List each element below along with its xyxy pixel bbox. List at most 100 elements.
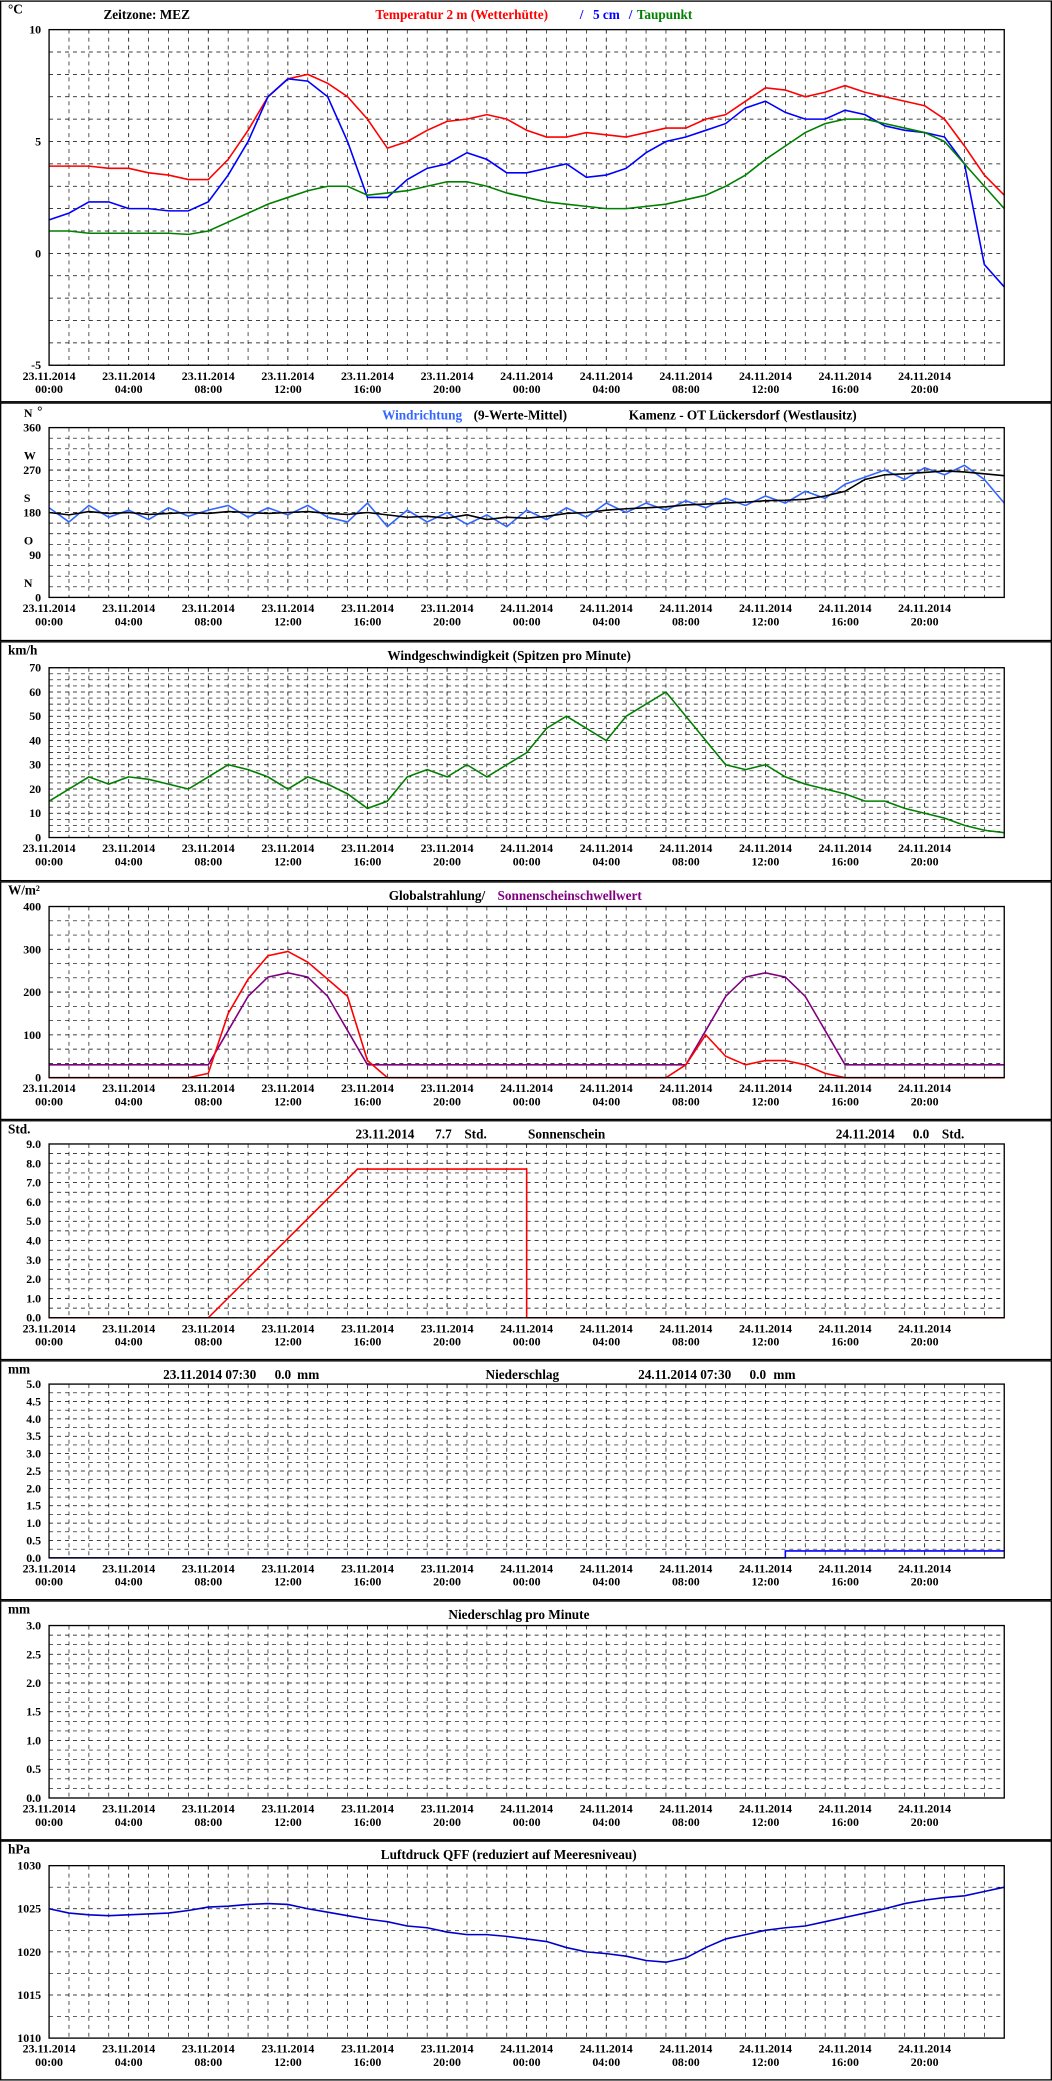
x-tick-label: 23.11.2014 12:00 [261, 601, 314, 628]
x-tick-label: 24.11.2014 04:00 [580, 1802, 633, 1829]
y-tick-label: 0 [35, 831, 41, 845]
y-tick-label: 10 [29, 806, 41, 820]
x-tick-label: 24.11.2014 08:00 [659, 1081, 712, 1108]
y-tick-label: 4.0 [26, 1234, 41, 1248]
title-part: Windrichtung [382, 408, 462, 423]
panel-border [0, 1600, 1052, 1841]
x-tick-label: 23.11.2014 12:00 [261, 2042, 314, 2069]
y-tick-label: 6.0 [26, 1195, 41, 1209]
x-tick-label: 23.11.2014 16:00 [341, 1561, 394, 1588]
x-tick-label: 23.11.2014 08:00 [182, 1561, 235, 1588]
y-tick-label: 2.5 [26, 1647, 41, 1661]
x-tick-label: 24.11.2014 04:00 [580, 1561, 633, 1588]
y-tick-label: 7.0 [26, 1176, 41, 1190]
x-tick-label: 24.11.2014 04:00 [580, 1321, 633, 1348]
y-tick-label: 3.0 [26, 1619, 41, 1633]
x-tick-label: 24.11.2014 12:00 [739, 601, 792, 628]
y-tick-label: 1020 [17, 1945, 41, 1959]
x-tick-label: 23.11.2014 12:00 [261, 369, 314, 396]
x-tick-label: 23.11.2014 16:00 [341, 369, 394, 396]
x-tick-label: 24.11.2014 12:00 [739, 1802, 792, 1829]
x-tick-label: 23.11.2014 04:00 [102, 601, 155, 628]
x-tick-label: 23.11.2014 08:00 [182, 2042, 235, 2069]
x-tick-label: 23.11.2014 16:00 [341, 1081, 394, 1108]
y-tick-label: 300 [23, 942, 41, 956]
y-tick-label: 200 [23, 985, 41, 999]
y-tick-label: 2.0 [26, 1676, 41, 1690]
panel-border [0, 1120, 1052, 1361]
y-unit: mm [8, 1602, 30, 1617]
y-tick-label: 9.0 [26, 1137, 41, 1151]
x-tick-label: 23.11.2014 04:00 [102, 2042, 155, 2069]
y-tick-label: 70 [29, 661, 41, 675]
x-tick-label: 24.11.2014 00:00 [500, 2042, 553, 2069]
y-tick-label: 270 [23, 463, 41, 477]
x-tick-label: 24.11.2014 00:00 [500, 601, 553, 628]
data-line [49, 972, 1005, 1066]
x-tick-label: 24.11.2014 00:00 [500, 1561, 553, 1588]
y-unit: ° [37, 404, 42, 419]
x-tick-label: 24.11.2014 16:00 [819, 601, 872, 628]
compass-label: N [24, 576, 33, 590]
x-tick-label: 23.11.2014 04:00 [102, 1802, 155, 1829]
compass-label: S [24, 491, 31, 505]
y-tick-label: 40 [29, 733, 41, 747]
x-tick-label: 24.11.2014 16:00 [819, 841, 872, 868]
x-tick-label: 24.11.2014 16:00 [819, 1081, 872, 1108]
title-part: / [628, 7, 633, 22]
title-part: 0.0 [913, 1127, 930, 1142]
x-tick-label: 24.11.2014 16:00 [819, 369, 872, 396]
y-tick-label: 3.0 [26, 1447, 41, 1461]
x-tick-label: 24.11.2014 08:00 [659, 601, 712, 628]
x-tick-label: 24.11.2014 20:00 [898, 1081, 951, 1108]
title-part: Std. [942, 1127, 964, 1142]
x-tick-label: 24.11.2014 04:00 [580, 601, 633, 628]
y-unit: mm [8, 1361, 30, 1376]
y-tick-label: 4.5 [26, 1394, 41, 1408]
data-line [48, 690, 1005, 834]
x-tick-label: 23.11.2014 04:00 [102, 369, 155, 396]
x-tick-label: 23.11.2014 20:00 [421, 1802, 474, 1829]
y-unit: hPa [8, 1842, 30, 1857]
x-tick-label: 24.11.2014 00:00 [500, 1321, 553, 1348]
x-tick-label: 24.11.2014 20:00 [898, 601, 951, 628]
title-part: Std. [464, 1127, 486, 1142]
x-tick-label: 24.11.2014 12:00 [739, 1321, 792, 1348]
x-tick-label: 23.11.2014 00:00 [23, 1321, 76, 1348]
x-tick-label: 24.11.2014 08:00 [659, 841, 712, 868]
y-tick-label: 3.5 [26, 1429, 41, 1443]
x-tick-label: 24.11.2014 00:00 [500, 1081, 553, 1108]
x-tick-label: 23.11.2014 12:00 [261, 1321, 314, 1348]
y-tick-label: 0 [35, 246, 41, 260]
x-tick-label: 23.11.2014 20:00 [421, 1081, 474, 1108]
x-tick-label: 23.11.2014 12:00 [261, 1802, 314, 1829]
y-tick-label: 1.5 [26, 1705, 41, 1719]
y-tick-label: 4.0 [26, 1412, 41, 1426]
y-unit: km/h [8, 642, 38, 657]
y-tick-label: 90 [29, 548, 41, 562]
x-tick-label: 23.11.2014 00:00 [23, 1081, 76, 1108]
y-tick-label: 0.0 [26, 1551, 41, 1565]
y-tick-label: 1.0 [26, 1733, 41, 1747]
x-tick-label: 23.11.2014 00:00 [23, 841, 76, 868]
compass-label: O [24, 533, 33, 547]
x-tick-label: 23.11.2014 20:00 [421, 601, 474, 628]
y-tick-label: 0.0 [26, 1311, 41, 1325]
x-tick-label: 23.11.2014 08:00 [182, 841, 235, 868]
x-tick-label: 23.11.2014 16:00 [341, 1321, 394, 1348]
x-tick-label: 24.11.2014 16:00 [819, 1561, 872, 1588]
plot-border [48, 1624, 1005, 1799]
x-tick-label: 24.11.2014 20:00 [898, 1802, 951, 1829]
y-unit: W/m² [8, 883, 40, 898]
x-tick-label: 24.11.2014 04:00 [580, 2042, 633, 2069]
x-tick-label: 24.11.2014 04:00 [580, 841, 633, 868]
y-tick-label: 1.0 [26, 1516, 41, 1530]
y-tick-label: 180 [23, 505, 41, 519]
y-tick-label: 50 [29, 709, 41, 723]
x-tick-label: 23.11.2014 20:00 [421, 2042, 474, 2069]
data-line [48, 470, 1005, 521]
x-tick-label: 23.11.2014 00:00 [23, 2042, 76, 2069]
x-tick-label: 24.11.2014 08:00 [659, 369, 712, 396]
x-tick-label: 23.11.2014 00:00 [23, 1561, 76, 1588]
